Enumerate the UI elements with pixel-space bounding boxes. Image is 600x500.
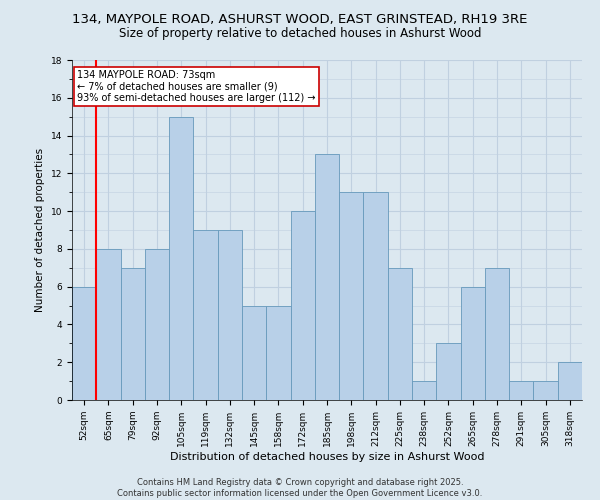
Bar	[290, 211, 315, 400]
Bar	[266, 306, 290, 400]
Text: Contains HM Land Registry data © Crown copyright and database right 2025.
Contai: Contains HM Land Registry data © Crown c…	[118, 478, 482, 498]
Bar	[533, 381, 558, 400]
Y-axis label: Number of detached properties: Number of detached properties	[35, 148, 45, 312]
Bar	[558, 362, 582, 400]
Text: 134 MAYPOLE ROAD: 73sqm
← 7% of detached houses are smaller (9)
93% of semi-deta: 134 MAYPOLE ROAD: 73sqm ← 7% of detached…	[77, 70, 316, 103]
Bar	[218, 230, 242, 400]
Bar	[509, 381, 533, 400]
Bar	[193, 230, 218, 400]
Text: Size of property relative to detached houses in Ashurst Wood: Size of property relative to detached ho…	[119, 28, 481, 40]
X-axis label: Distribution of detached houses by size in Ashurst Wood: Distribution of detached houses by size …	[170, 452, 484, 462]
Bar	[339, 192, 364, 400]
Bar	[436, 344, 461, 400]
Bar	[169, 116, 193, 400]
Bar	[315, 154, 339, 400]
Bar	[96, 249, 121, 400]
Bar	[121, 268, 145, 400]
Bar	[242, 306, 266, 400]
Bar	[412, 381, 436, 400]
Bar	[364, 192, 388, 400]
Bar	[388, 268, 412, 400]
Bar	[72, 286, 96, 400]
Bar	[145, 249, 169, 400]
Bar	[461, 286, 485, 400]
Text: 134, MAYPOLE ROAD, ASHURST WOOD, EAST GRINSTEAD, RH19 3RE: 134, MAYPOLE ROAD, ASHURST WOOD, EAST GR…	[73, 12, 527, 26]
Bar	[485, 268, 509, 400]
